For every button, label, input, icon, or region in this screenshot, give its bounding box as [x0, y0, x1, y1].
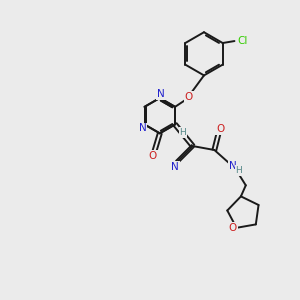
Text: N: N	[229, 161, 237, 171]
Text: N: N	[157, 89, 165, 99]
Text: O: O	[229, 223, 237, 233]
Text: O: O	[148, 151, 157, 161]
Text: H: H	[180, 128, 186, 137]
Text: O: O	[185, 92, 193, 102]
Text: N: N	[171, 162, 179, 172]
Text: N: N	[139, 123, 146, 134]
Text: Cl: Cl	[237, 36, 247, 46]
Text: O: O	[216, 124, 224, 134]
Text: H: H	[236, 166, 242, 175]
